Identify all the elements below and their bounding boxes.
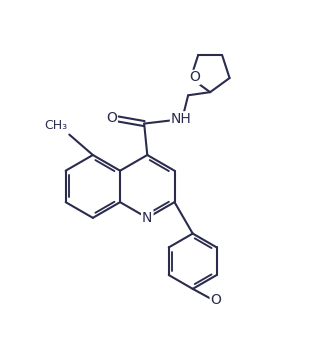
Text: NH: NH bbox=[170, 112, 191, 126]
Text: N: N bbox=[142, 211, 153, 225]
Text: O: O bbox=[189, 70, 200, 84]
Text: CH₃: CH₃ bbox=[45, 119, 68, 132]
Text: O: O bbox=[106, 111, 117, 125]
Text: O: O bbox=[210, 293, 221, 307]
